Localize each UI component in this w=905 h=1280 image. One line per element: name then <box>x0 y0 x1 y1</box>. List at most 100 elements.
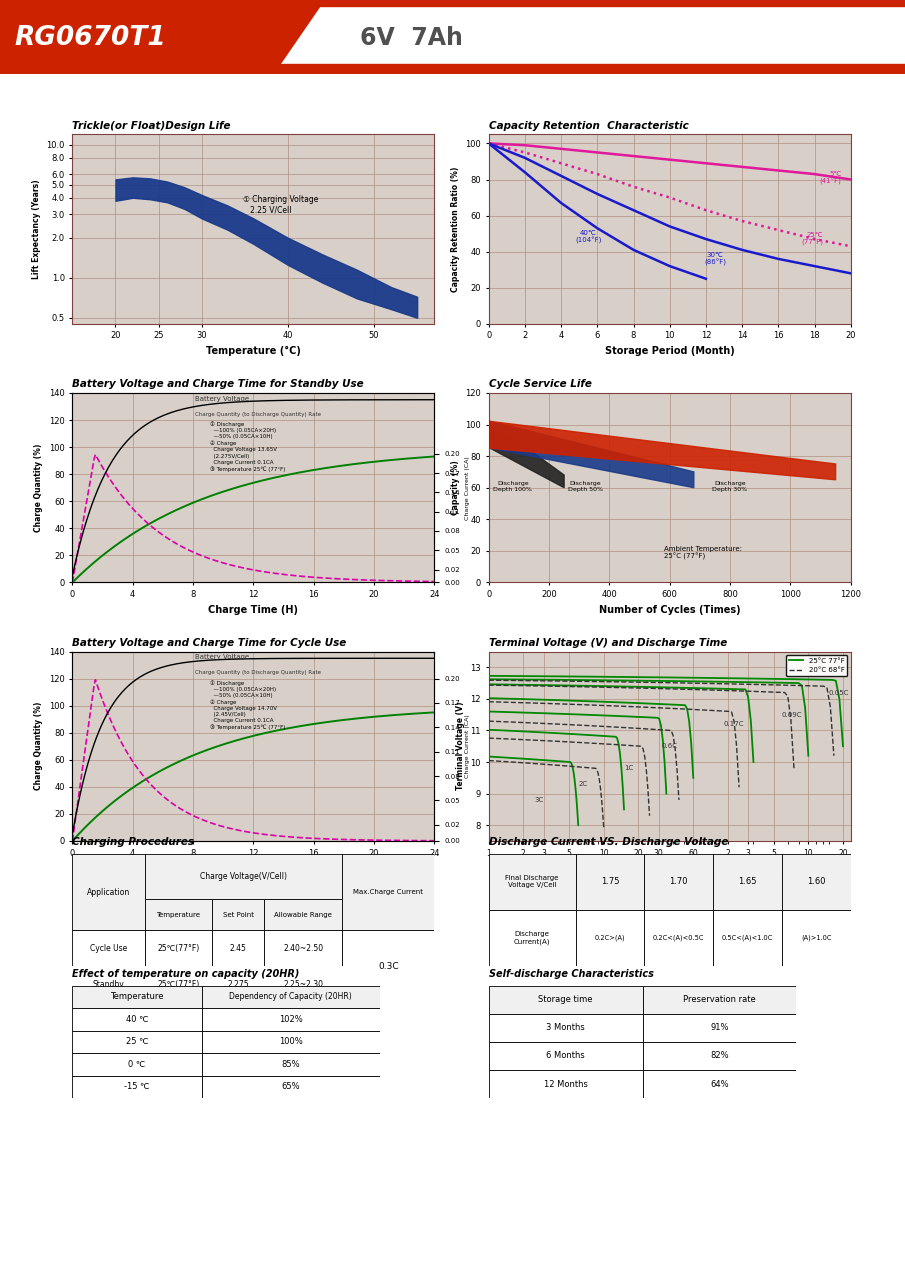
Y-axis label: Lift Expectancy (Years): Lift Expectancy (Years) <box>32 179 41 279</box>
Legend: 25°C 77°F, 20°C 68°F: 25°C 77°F, 20°C 68°F <box>786 655 847 676</box>
Text: RG0670T1: RG0670T1 <box>14 26 166 51</box>
Text: Discharge
Depth 50%: Discharge Depth 50% <box>567 481 603 492</box>
Text: 2.45: 2.45 <box>230 943 246 952</box>
Text: ① Discharge
  —100% (0.05CA×20H)
  —50% (0.05CA×10H)
② Charge
  Charge Voltage 1: ① Discharge —100% (0.05CA×20H) —50% (0.0… <box>210 421 285 472</box>
Text: 25℃(77°F): 25℃(77°F) <box>157 943 199 952</box>
X-axis label: Storage Period (Month): Storage Period (Month) <box>605 346 735 356</box>
Text: 12 Months: 12 Months <box>544 1079 587 1089</box>
Bar <box>72 1053 202 1075</box>
Text: 0.3C: 0.3C <box>378 961 398 972</box>
Text: Discharge
Current(A): Discharge Current(A) <box>514 932 550 945</box>
Text: Hr: Hr <box>762 876 773 884</box>
Bar <box>489 1070 643 1098</box>
Bar <box>264 899 342 931</box>
Text: 1.70: 1.70 <box>670 877 688 887</box>
Bar <box>489 910 576 966</box>
Bar <box>202 1053 380 1075</box>
Bar <box>342 854 434 931</box>
Polygon shape <box>491 421 564 488</box>
Bar <box>782 910 851 966</box>
Text: 25 ℃: 25 ℃ <box>126 1037 148 1047</box>
Bar <box>202 1009 380 1030</box>
Text: 0.17C: 0.17C <box>724 721 744 727</box>
Text: Allowable Range: Allowable Range <box>274 911 332 918</box>
Bar <box>145 854 342 899</box>
Bar <box>145 899 212 931</box>
Bar <box>576 854 644 910</box>
Text: Discharge Current VS. Discharge Voltage: Discharge Current VS. Discharge Voltage <box>489 837 729 847</box>
Text: Temperature: Temperature <box>157 911 200 918</box>
Text: Terminal Voltage (V) and Discharge Time: Terminal Voltage (V) and Discharge Time <box>489 637 727 648</box>
Bar <box>713 854 782 910</box>
Text: Storage time: Storage time <box>538 995 593 1005</box>
Bar <box>489 1042 643 1070</box>
Bar <box>202 1030 380 1053</box>
X-axis label: Charge Time (H): Charge Time (H) <box>208 863 299 873</box>
Text: Standby: Standby <box>92 980 125 989</box>
Bar <box>212 899 264 931</box>
Bar <box>145 966 212 1002</box>
Bar <box>643 986 796 1014</box>
Text: ① Charging Voltage
   2.25 V/Cell: ① Charging Voltage 2.25 V/Cell <box>243 195 318 215</box>
Polygon shape <box>491 421 694 488</box>
Bar <box>264 966 342 1002</box>
Text: ① Discharge
  —100% (0.05CA×20H)
  —50% (0.05CA×10H)
② Charge
  Charge Voltage 1: ① Discharge —100% (0.05CA×20H) —50% (0.0… <box>210 680 285 731</box>
Text: Battery Voltage and Charge Time for Standby Use: Battery Voltage and Charge Time for Stan… <box>72 379 364 389</box>
Text: (A)>1.0C: (A)>1.0C <box>801 934 832 942</box>
Bar <box>643 1042 796 1070</box>
Text: 6V  7Ah: 6V 7Ah <box>360 26 462 50</box>
Y-axis label: Terminal Voltage (V): Terminal Voltage (V) <box>456 701 465 791</box>
Text: Cycle Use: Cycle Use <box>90 943 128 952</box>
Text: Dependency of Capacity (20HR): Dependency of Capacity (20HR) <box>230 992 352 1001</box>
Y-axis label: Charge Quantity (%): Charge Quantity (%) <box>34 443 43 532</box>
Text: Max.Charge Current: Max.Charge Current <box>353 890 424 895</box>
Y-axis label: Charge Quantity (%): Charge Quantity (%) <box>34 701 43 791</box>
Text: 0.2C>(A): 0.2C>(A) <box>595 934 625 942</box>
Text: 2C: 2C <box>578 781 587 787</box>
Text: 25℃
(77°F): 25℃ (77°F) <box>802 232 824 246</box>
Text: 2.25~2.30: 2.25~2.30 <box>283 980 323 989</box>
Text: 0.2C<(A)<0.5C: 0.2C<(A)<0.5C <box>653 934 704 942</box>
Text: 1.75: 1.75 <box>601 877 619 887</box>
Y-axis label: Charge Current (CA): Charge Current (CA) <box>465 456 471 520</box>
Text: Cycle Service Life: Cycle Service Life <box>489 379 592 389</box>
Bar <box>72 931 145 966</box>
Text: Battery Voltage: Battery Voltage <box>195 654 250 660</box>
Text: Charge Quantity (to Discharge Quantity) Rate: Charge Quantity (to Discharge Quantity) … <box>195 412 321 417</box>
Bar <box>489 986 643 1014</box>
Bar <box>72 854 145 931</box>
Text: 0.6C: 0.6C <box>662 744 678 749</box>
Bar <box>644 854 713 910</box>
Text: 1C: 1C <box>624 765 633 772</box>
Text: Battery Voltage and Charge Time for Cycle Use: Battery Voltage and Charge Time for Cycl… <box>72 637 347 648</box>
Text: 85%: 85% <box>281 1060 300 1069</box>
Text: Capacity Retention  Characteristic: Capacity Retention Characteristic <box>489 120 689 131</box>
Y-axis label: Capacity Retention Ratio (%): Capacity Retention Ratio (%) <box>451 166 460 292</box>
Bar <box>72 966 145 1002</box>
Text: Discharge
Depth 30%: Discharge Depth 30% <box>712 481 748 492</box>
Text: Min: Min <box>577 876 595 884</box>
Bar <box>342 931 434 1002</box>
Text: Trickle(or Float)Design Life: Trickle(or Float)Design Life <box>72 120 231 131</box>
Bar <box>212 966 264 1002</box>
Text: Preservation rate: Preservation rate <box>683 995 756 1005</box>
Text: 30℃
(86°F): 30℃ (86°F) <box>704 252 726 266</box>
Text: Charging Procedures: Charging Procedures <box>72 837 195 847</box>
Text: Temperature: Temperature <box>110 992 164 1001</box>
Bar <box>782 854 851 910</box>
Bar <box>202 1075 380 1098</box>
Bar <box>576 910 644 966</box>
Bar <box>489 1014 643 1042</box>
Text: 40 ℃: 40 ℃ <box>126 1015 148 1024</box>
Text: 1.60: 1.60 <box>807 877 825 887</box>
Text: Ambient Temperature:
25°C (77°F): Ambient Temperature: 25°C (77°F) <box>663 545 742 561</box>
Bar <box>643 1014 796 1042</box>
Text: 0 ℃: 0 ℃ <box>129 1060 146 1069</box>
Text: 6 Months: 6 Months <box>547 1051 585 1061</box>
Polygon shape <box>0 6 320 64</box>
Text: 0.5C<(A)<1.0C: 0.5C<(A)<1.0C <box>722 934 773 942</box>
Bar <box>643 1070 796 1098</box>
Text: 82%: 82% <box>710 1051 729 1061</box>
Bar <box>72 1009 202 1030</box>
Bar <box>212 931 264 966</box>
